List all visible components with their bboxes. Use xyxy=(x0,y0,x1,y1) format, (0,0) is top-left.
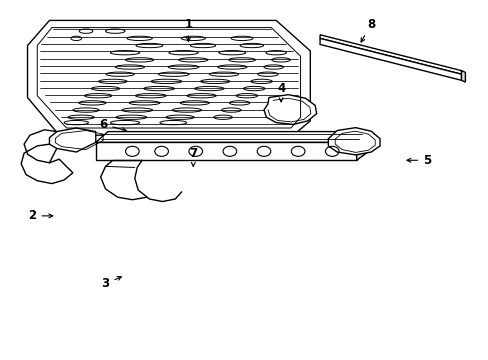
Text: 4: 4 xyxy=(276,82,285,102)
PathPatch shape xyxy=(49,128,96,152)
Text: 2: 2 xyxy=(28,210,53,222)
PathPatch shape xyxy=(264,95,316,125)
PathPatch shape xyxy=(356,132,368,160)
PathPatch shape xyxy=(320,35,461,74)
Text: 7: 7 xyxy=(189,147,197,166)
Text: 5: 5 xyxy=(406,154,430,167)
Text: 6: 6 xyxy=(99,118,126,131)
PathPatch shape xyxy=(461,71,465,82)
PathPatch shape xyxy=(96,142,356,160)
PathPatch shape xyxy=(320,39,461,80)
Text: 3: 3 xyxy=(102,276,121,291)
PathPatch shape xyxy=(27,21,310,135)
Text: 8: 8 xyxy=(360,18,375,42)
Text: 1: 1 xyxy=(184,18,192,41)
PathPatch shape xyxy=(328,128,379,155)
PathPatch shape xyxy=(96,132,368,142)
